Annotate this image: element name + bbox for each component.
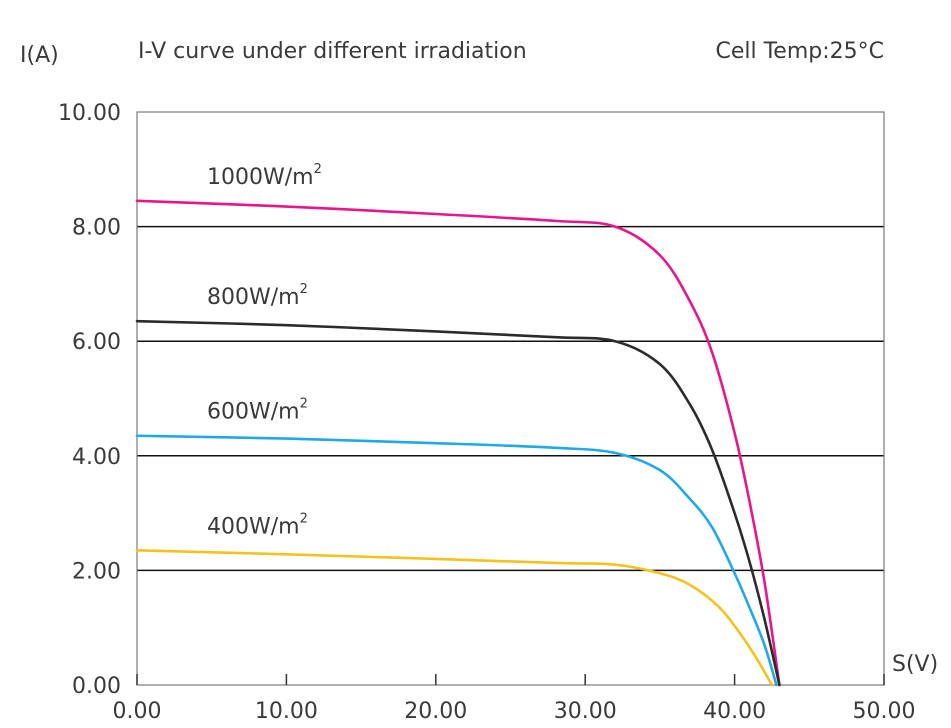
plot-area-frame [136, 111, 885, 686]
chart-title: I-V curve under different irradiation [138, 39, 527, 64]
grid-lines [137, 225, 884, 572]
y-tick-label-0: 0.00 [72, 674, 121, 699]
y-tick-label-3: 6.00 [72, 330, 121, 355]
x-tick-label-3: 30.00 [554, 699, 617, 724]
x-tick-label-4: 40.00 [703, 699, 766, 724]
series-line-1 [135, 319, 781, 687]
x-axis-label: S(V) [892, 652, 938, 677]
x-tick-label-2: 20.00 [404, 699, 467, 724]
y-tick-label-2: 4.00 [72, 445, 121, 470]
y-axis-ticks: 0.00 2.00 4.00 6.00 8.00 10.00 [58, 101, 121, 699]
series-line-0 [135, 199, 781, 687]
series-lines [135, 199, 781, 687]
series-line-2 [135, 434, 778, 687]
x-tick-label-5: 50.00 [853, 699, 916, 724]
y-tick-label-5: 10.00 [58, 101, 121, 126]
series-label-3: 400W/m2 [207, 511, 308, 539]
y-axis-label: I(A) [20, 43, 59, 68]
x-tick-label-0: 0.00 [113, 699, 162, 724]
series-label-0: 1000W/m2 [207, 162, 322, 190]
series-labels: 1000W/m2 800W/m2 600W/m2 400W/m2 [207, 162, 322, 540]
x-tick-label-1: 10.00 [255, 699, 318, 724]
series-label-1: 800W/m2 [207, 282, 308, 310]
series-line-3 [135, 549, 774, 687]
x-axis-ticks: 0.00 10.00 20.00 30.00 40.00 50.00 [113, 674, 916, 724]
y-tick-label-1: 2.00 [72, 559, 121, 584]
y-tick-label-4: 8.00 [72, 216, 121, 241]
chart-subtitle: Cell Temp:25°C [715, 39, 884, 64]
series-label-2: 600W/m2 [207, 397, 308, 425]
